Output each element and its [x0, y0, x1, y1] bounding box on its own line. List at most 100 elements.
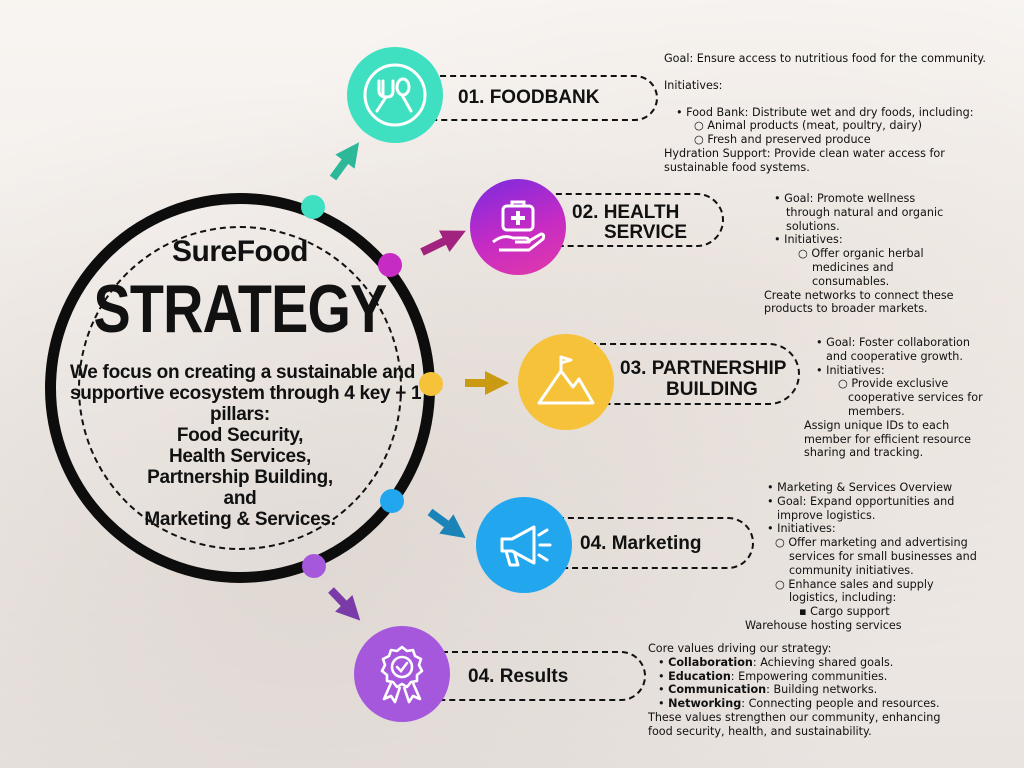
- detail-line: Core values driving our strategy:: [648, 642, 940, 656]
- label-health-line2: SERVICE: [604, 222, 688, 243]
- detail-line: ▪ Cargo support: [799, 605, 890, 619]
- detail-text: : Connecting people and resources.: [741, 697, 940, 711]
- label-foodbank: 01. FOODBANK: [420, 75, 658, 121]
- circle-results: [354, 626, 450, 722]
- hub-description-line: Health Services,: [168, 446, 311, 467]
- label-partnership-line2: BUILDING: [666, 379, 758, 400]
- hub-description: We focus on creating a sustainable and s…: [70, 362, 422, 530]
- megaphone-icon: [500, 525, 552, 567]
- hub-brand: SureFood: [172, 235, 309, 268]
- detail-line: and cooperative growth.: [826, 349, 963, 363]
- arrow-health: [420, 230, 466, 256]
- hub-title: STRATEGY: [93, 271, 388, 347]
- medical-kit-hand-icon: [492, 200, 546, 252]
- details-marketing: • Marketing & Services Overview • Goal: …: [745, 481, 977, 633]
- detail-text: : Achieving shared goals.: [752, 655, 894, 669]
- detail-line: Warehouse hosting services: [745, 618, 902, 632]
- detail-line: through natural and organic: [786, 205, 944, 219]
- detail-line: • Goal: Expand opportunities and: [767, 494, 955, 508]
- arrow-foodbank: [329, 142, 360, 181]
- value-name: Communication: [668, 683, 767, 697]
- detail-line: These values strengthen our community, e…: [648, 711, 940, 725]
- detail-line: food security, health, and sustainabilit…: [648, 725, 940, 739]
- detail-line: • Initiatives:: [767, 522, 836, 536]
- detail-text: : Empowering communities.: [730, 669, 888, 683]
- details-partnership: • Goal: Foster collaboration and coopera…: [804, 336, 983, 460]
- hub-description-line: Marketing & Services.: [144, 509, 336, 530]
- hub-dashed-ring: [78, 226, 402, 550]
- detail-line: cooperative services for: [848, 391, 983, 405]
- label-foodbank-text: 01. FOODBANK: [458, 87, 600, 108]
- details-foodbank: Goal: Ensure access to nutritious food f…: [664, 52, 986, 175]
- detail-line: • Networking: Connecting people and reso…: [658, 697, 940, 711]
- circle-foodbank: [347, 47, 443, 143]
- arrow-marketing: [427, 508, 466, 539]
- label-health: 02. HEALTH SERVICE: [546, 193, 724, 247]
- detail-line: [664, 66, 986, 79]
- detail-text: These values strengthen our community, e…: [648, 710, 941, 724]
- label-partnership-line1: 03. PARTNERSHIP: [620, 358, 787, 379]
- label-results: 04. Results: [432, 651, 646, 701]
- value-name: Networking: [668, 697, 742, 711]
- detail-line: services for small businesses and: [789, 549, 977, 563]
- detail-line: • Food Bank: Distribute wet and dry food…: [676, 105, 974, 119]
- value-name: Collaboration: [668, 655, 753, 669]
- detail-line: • Goal: Foster collaboration: [816, 336, 970, 349]
- strategy-hub-ring: [45, 193, 435, 583]
- value-name: Education: [668, 669, 731, 683]
- detail-line: improve logistics.: [777, 508, 876, 522]
- fork-spoon-icon: [363, 63, 427, 127]
- detail-text: : Building networks.: [766, 683, 878, 697]
- detail-line: • Initiatives:: [774, 233, 843, 247]
- detail-line: Hydration Support: Provide clean water a…: [664, 146, 945, 160]
- ring-dot-health: [378, 253, 402, 277]
- detail-line: Assign unique IDs to each: [804, 418, 950, 432]
- ring-dot-foodbank: [301, 195, 325, 219]
- detail-line: ○ Offer organic herbal: [798, 247, 924, 261]
- detail-line: • Communication: Building networks.: [658, 683, 878, 697]
- detail-line: Initiatives:: [664, 78, 723, 92]
- detail-line: community initiatives.: [789, 563, 914, 577]
- ring-dot-partnership: [419, 372, 443, 396]
- hub-description-line: and: [223, 488, 257, 509]
- ring-dot-results: [302, 554, 326, 578]
- detail-line: consumables.: [812, 274, 890, 288]
- label-results-text: 04. Results: [468, 666, 569, 687]
- detail-line: • Education: Empowering communities.: [658, 669, 888, 683]
- circle-partnership: [518, 334, 614, 430]
- detail-line: products to broader markets.: [764, 302, 928, 316]
- hub-description-line: Food Security,: [176, 425, 304, 446]
- detail-line: sustainable food systems.: [664, 160, 810, 174]
- detail-line: • Initiatives:: [816, 363, 885, 377]
- detail-line: • Collaboration: Achieving shared goals.: [658, 655, 894, 669]
- circle-marketing: [476, 497, 572, 593]
- detail-line: ○ Provide exclusive: [838, 377, 949, 391]
- hub-description-line: Partnership Building,: [147, 467, 333, 488]
- details-results: Core values driving our strategy: • Coll…: [648, 642, 940, 739]
- detail-line: solutions.: [786, 219, 840, 233]
- detail-line: member for efficient resource: [804, 432, 972, 446]
- detail-line: logistics, including:: [789, 591, 897, 605]
- detail-text: Core values driving our strategy:: [648, 642, 832, 655]
- details-health: • Goal: Promote wellness through natural…: [764, 192, 954, 316]
- detail-line: [664, 93, 986, 106]
- hub-description-line: pillars:: [210, 404, 270, 425]
- ring-dot-marketing: [380, 489, 404, 513]
- detail-line: ○ Animal products (meat, poultry, dairy): [694, 119, 923, 133]
- mountain-flag-icon: [537, 355, 595, 405]
- detail-line: ○ Enhance sales and supply: [775, 577, 934, 591]
- detail-line: members.: [848, 404, 905, 418]
- hub-description-line: We focus on creating a sustainable and: [70, 362, 416, 383]
- detail-line: ○ Fresh and preserved produce: [694, 133, 871, 147]
- detail-line: • Goal: Promote wellness: [774, 192, 916, 205]
- hub-description-line: supportive ecosystem through 4 key + 1: [70, 383, 422, 404]
- arrow-results: [328, 587, 361, 621]
- detail-line: • Marketing & Services Overview: [767, 481, 953, 494]
- label-marketing-text: 04. Marketing: [580, 533, 702, 554]
- circle-health: [470, 179, 566, 275]
- label-partnership: 03. PARTNERSHIP BUILDING: [590, 343, 800, 405]
- detail-line: Create networks to connect these: [764, 288, 954, 302]
- detail-text: food security, health, and sustainabilit…: [648, 724, 872, 738]
- award-badge-icon: [380, 645, 424, 704]
